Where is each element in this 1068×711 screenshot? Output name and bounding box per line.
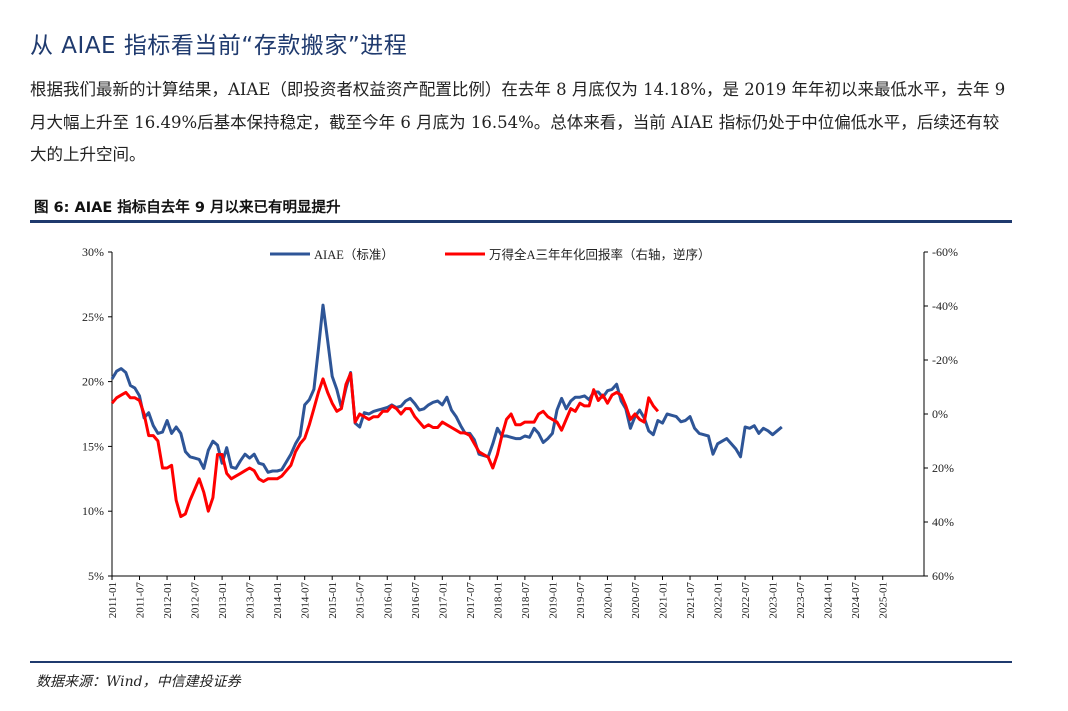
x-tick-label: 2011-07	[135, 582, 147, 619]
x-tick-label: 2015-01	[327, 582, 339, 619]
x-tick-label: 2023-01	[768, 582, 780, 619]
x-tick-label: 2014-01	[272, 582, 284, 619]
x-tick-label: 2014-07	[300, 582, 312, 619]
x-tick-label: 2018-07	[520, 582, 532, 619]
x-tick-label: 2024-07	[850, 582, 862, 619]
summary-paragraph: 根据我们最新的计算结果，AIAE（即投资者权益资产配置比例）在去年 8 月底仅为…	[30, 80, 1006, 164]
figure-title: 图 6: AIAE 指标自去年 9 月以来已有明显提升	[34, 200, 341, 216]
x-tick-label: 2022-01	[713, 582, 725, 619]
legend-label-aiae: AIAE（标准）	[314, 248, 394, 262]
x-tick-label: 2011-01	[107, 582, 119, 618]
x-tick-label: 2019-07	[575, 582, 587, 619]
x-tick-label: 2013-01	[217, 582, 229, 619]
left-tick-label: 5%	[88, 569, 104, 583]
x-tick-label: 2017-01	[437, 582, 449, 619]
right-tick-label: -60%	[932, 245, 958, 259]
x-tick-label: 2012-07	[190, 582, 202, 619]
right-tick-label: -40%	[932, 299, 958, 313]
figure-top-rule	[30, 220, 1012, 223]
chart-legend: AIAE（标准） 万得全A三年年化回报率（右轴，逆序）	[270, 247, 711, 262]
x-tick-label: 2023-07	[795, 582, 807, 619]
x-tick-label: 2016-07	[410, 582, 422, 619]
x-tick-label: 2017-07	[465, 582, 477, 619]
right-tick-label: 40%	[932, 515, 954, 529]
return-series-line	[110, 372, 660, 519]
aiae-series-line	[110, 303, 783, 474]
aiae-chart: 5% 10% 15% 20% 25% 30% -60% -40% -20% 0% 20% 40% 60%…	[82, 245, 958, 619]
right-tick-label: 60%	[932, 569, 954, 583]
section-heading: 从 AIAE 指标看当前“存款搬家”进程	[30, 33, 408, 59]
x-tick-label: 2013-07	[245, 582, 257, 619]
left-tick-label: 20%	[82, 375, 104, 389]
x-tick-label: 2018-01	[492, 582, 504, 619]
chart-lines	[110, 303, 783, 519]
legend-label-return: 万得全A三年年化回报率（右轴，逆序）	[489, 247, 711, 262]
left-tick-label: 30%	[82, 245, 104, 259]
x-tick-label: 2025-01	[878, 582, 890, 619]
right-tick-label: 0%	[932, 407, 948, 421]
left-tick-label: 10%	[82, 504, 104, 518]
x-tick-label: 2019-01	[547, 582, 559, 619]
x-tick-label: 2012-01	[162, 582, 174, 619]
x-tick-label: 2021-07	[685, 582, 697, 619]
x-tick-label: 2020-07	[630, 582, 642, 619]
left-tick-label: 15%	[82, 439, 104, 453]
left-tick-label: 25%	[82, 310, 104, 324]
x-tick-label: 2020-01	[602, 582, 614, 619]
x-tick-label: 2021-01	[658, 582, 670, 619]
data-source-note: 数据来源：Wind，中信建投证券	[36, 674, 241, 690]
x-tick-label: 2015-07	[355, 582, 367, 619]
x-tick-label: 2016-01	[382, 582, 394, 619]
x-tick-label: 2022-07	[740, 582, 752, 619]
right-tick-label: -20%	[932, 353, 958, 367]
x-tick-label: 2024-01	[823, 582, 835, 619]
right-tick-label: 20%	[932, 461, 954, 475]
figure-bottom-rule	[30, 661, 1012, 663]
chart-axes: 5% 10% 15% 20% 25% 30% -60% -40% -20% 0% 20% 40% 60%…	[82, 245, 958, 619]
